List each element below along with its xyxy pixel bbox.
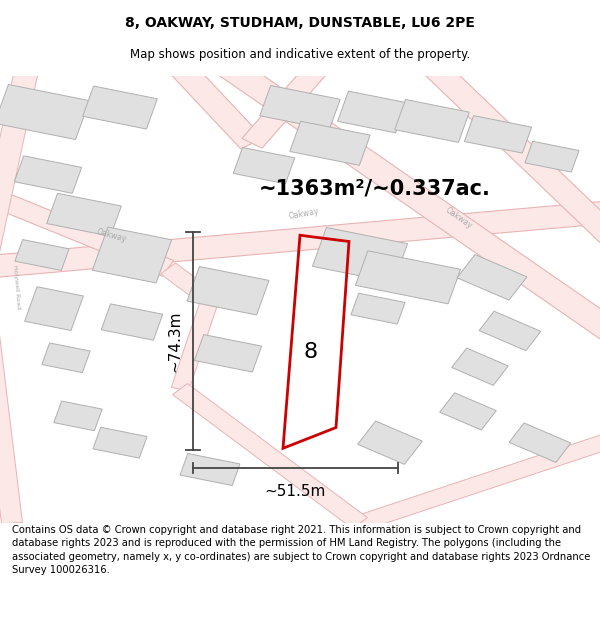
Polygon shape <box>464 116 532 153</box>
Polygon shape <box>338 91 406 133</box>
Polygon shape <box>47 193 121 236</box>
Polygon shape <box>452 348 508 386</box>
Polygon shape <box>356 427 600 530</box>
Polygon shape <box>0 277 22 524</box>
Polygon shape <box>479 311 541 351</box>
Text: Holywell Road: Holywell Road <box>12 265 21 309</box>
Polygon shape <box>290 121 370 166</box>
Polygon shape <box>15 239 69 271</box>
Text: Map shows position and indicative extent of the property.: Map shows position and indicative extent… <box>130 48 470 61</box>
Polygon shape <box>0 180 174 276</box>
Polygon shape <box>194 334 262 372</box>
Polygon shape <box>14 156 82 193</box>
Polygon shape <box>173 384 367 529</box>
Polygon shape <box>525 141 579 172</box>
Polygon shape <box>351 293 405 324</box>
Polygon shape <box>42 343 90 372</box>
Polygon shape <box>171 298 219 391</box>
Polygon shape <box>313 228 407 282</box>
Text: ~74.3m: ~74.3m <box>167 311 182 372</box>
Polygon shape <box>242 49 340 148</box>
Polygon shape <box>93 428 147 458</box>
Polygon shape <box>157 48 263 149</box>
Polygon shape <box>395 99 469 142</box>
Polygon shape <box>54 401 102 431</box>
Polygon shape <box>101 304 163 340</box>
Polygon shape <box>509 423 571 462</box>
Text: Oakway: Oakway <box>444 205 474 230</box>
Text: ~51.5m: ~51.5m <box>265 484 326 499</box>
Polygon shape <box>260 86 340 129</box>
Text: Oakway: Oakway <box>96 227 128 244</box>
Polygon shape <box>358 421 422 464</box>
Polygon shape <box>180 454 240 486</box>
Polygon shape <box>92 227 172 283</box>
Polygon shape <box>355 251 461 304</box>
Polygon shape <box>457 254 527 300</box>
Polygon shape <box>440 392 496 430</box>
Text: Oakway: Oakway <box>288 207 320 221</box>
Polygon shape <box>25 287 83 331</box>
Text: ~1363m²/~0.337ac.: ~1363m²/~0.337ac. <box>259 179 491 199</box>
Polygon shape <box>0 199 600 279</box>
Text: Contains OS data © Crown copyright and database right 2021. This information is : Contains OS data © Crown copyright and d… <box>12 525 590 575</box>
Polygon shape <box>0 52 42 279</box>
Polygon shape <box>233 148 295 184</box>
Polygon shape <box>161 263 217 305</box>
Polygon shape <box>0 84 89 139</box>
Polygon shape <box>200 46 600 352</box>
Text: 8, OAKWAY, STUDHAM, DUNSTABLE, LU6 2PE: 8, OAKWAY, STUDHAM, DUNSTABLE, LU6 2PE <box>125 16 475 30</box>
Polygon shape <box>409 48 600 261</box>
Polygon shape <box>83 86 157 129</box>
Polygon shape <box>187 266 269 315</box>
Text: 8: 8 <box>304 341 318 361</box>
